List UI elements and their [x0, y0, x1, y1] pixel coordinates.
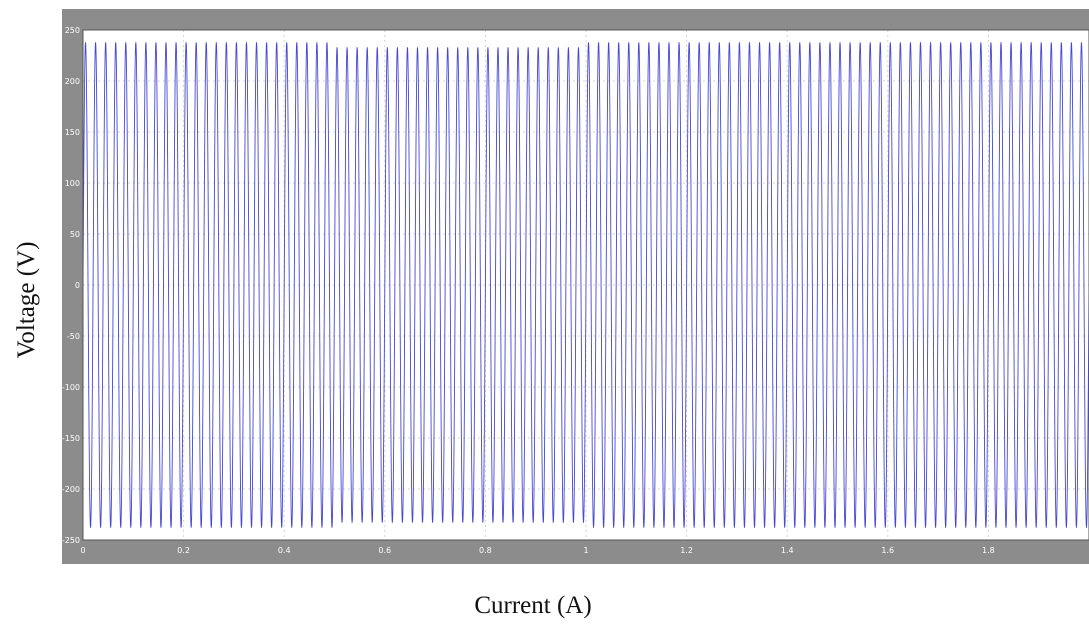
y-tick-label: 0: [75, 281, 80, 290]
series-layer: [82, 42, 1089, 528]
y-tick-label: -50: [67, 332, 80, 341]
x-tick-label: 0.8: [479, 546, 492, 555]
tick-labels: 0 0.2 0.4 0.6 0.8 1 1.2 1.4 1.6 1.8 250 200 150 100 50…: [62, 26, 995, 555]
y-tick-label: -200: [62, 485, 80, 494]
x-tick-label: 1: [583, 546, 588, 555]
y-tick-label: 150: [65, 128, 80, 137]
x-axis-label: Current (A): [474, 592, 592, 619]
voltage-series-line: [82, 42, 1089, 528]
x-tick-label: 1.8: [982, 546, 995, 555]
y-tick-label: 50: [70, 230, 80, 239]
plot-border: [82, 29, 1089, 541]
x-tick-label: 0: [80, 546, 85, 555]
y-tick-label: 100: [65, 179, 80, 188]
x-tick-label: 0.2: [177, 546, 190, 555]
x-tick-label: 1.4: [781, 546, 794, 555]
y-axis-label: Voltage (V): [13, 241, 40, 359]
x-tick-label: 1.2: [680, 546, 693, 555]
x-tick-label: 0.6: [378, 546, 391, 555]
y-tick-label: 250: [65, 26, 80, 35]
y-tick-label: -100: [62, 383, 80, 392]
y-tick-label: 200: [65, 77, 80, 86]
y-tick-label: -250: [62, 536, 80, 545]
y-tick-label: -150: [62, 434, 80, 443]
x-tick-label: 0.4: [278, 546, 291, 555]
x-tick-label: 1.6: [881, 546, 894, 555]
